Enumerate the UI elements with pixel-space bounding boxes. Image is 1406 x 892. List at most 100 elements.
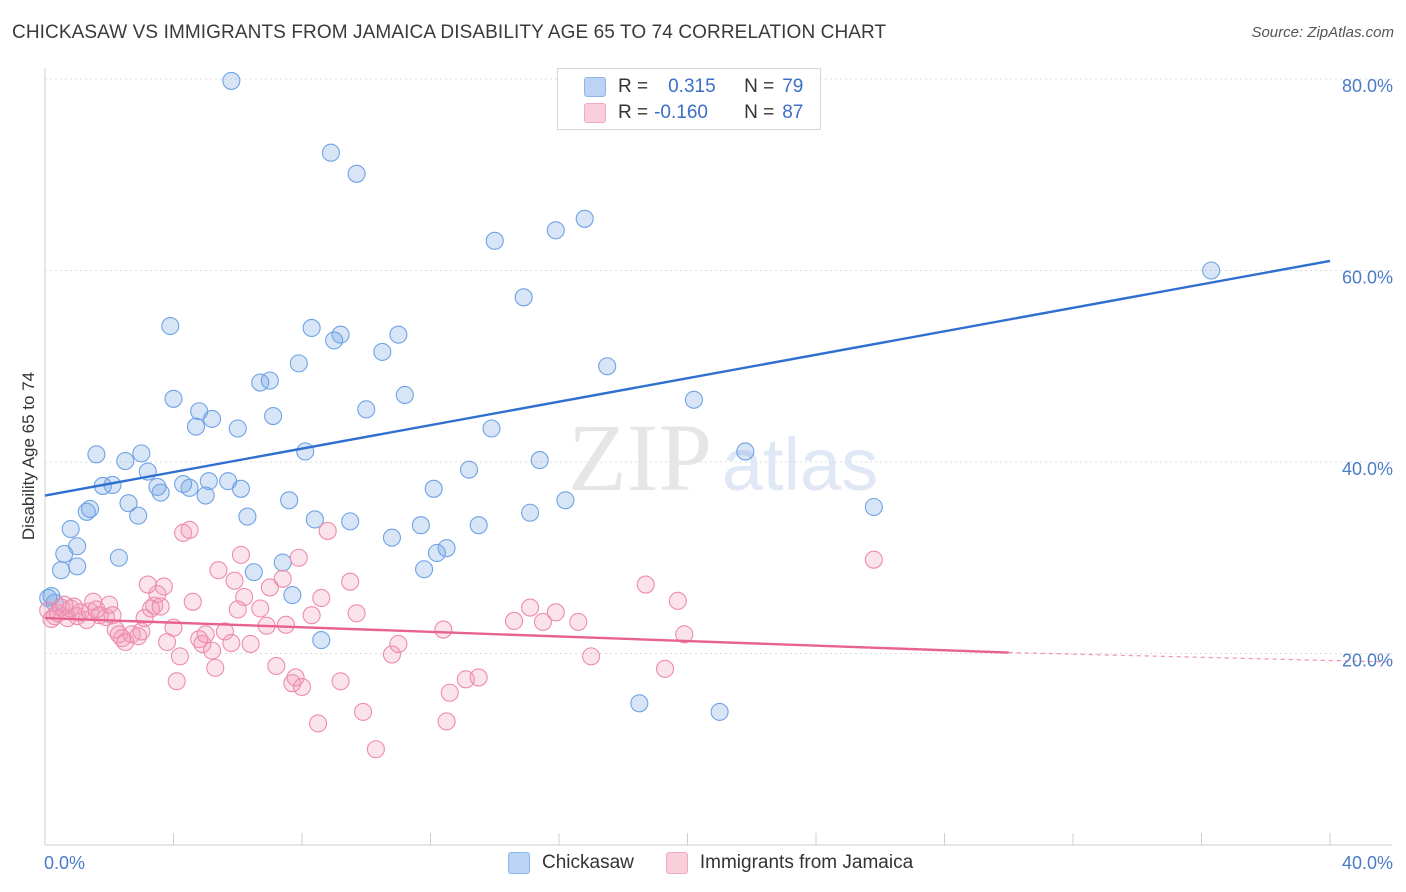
jamaica-point — [196, 625, 215, 644]
y-tick-label: 80.0% — [1342, 76, 1393, 96]
chickasaw-point — [180, 478, 199, 497]
legend-row-jamaica: R = -0.160 N = 87 — [584, 101, 803, 125]
legend-r-label: R = — [618, 102, 649, 123]
chickasaw-point — [68, 537, 87, 556]
chickasaw-point — [373, 342, 392, 361]
chickasaw-trend-line — [44, 259, 1331, 497]
jamaica-point — [183, 592, 202, 611]
jamaica-point — [241, 634, 260, 653]
y-tick-label: 60.0% — [1342, 268, 1393, 288]
legend-n-value: 79 — [782, 76, 804, 97]
jamaica-point — [389, 634, 408, 653]
chickasaw-point — [186, 417, 206, 436]
chickasaw-point — [411, 516, 430, 535]
jamaica-point — [331, 672, 350, 691]
jamaica-point — [302, 606, 321, 625]
chickasaw-point — [109, 548, 128, 567]
chickasaw-point — [341, 512, 360, 531]
chickasaw-point — [264, 406, 283, 426]
jamaica-point — [286, 668, 305, 687]
jamaica-point — [546, 603, 565, 622]
chickasaw-point — [598, 357, 617, 376]
legend-r-value: 0.315 — [668, 76, 716, 97]
jamaica-point — [569, 612, 588, 631]
chickasaw-point — [437, 539, 456, 558]
jamaica-point — [636, 575, 655, 594]
jamaica-point — [170, 647, 189, 666]
chickasaw-point — [161, 316, 180, 336]
jamaica-point — [366, 740, 385, 759]
jamaica-point — [655, 659, 675, 678]
series-legend-jamaica: Immigrants from Jamaica — [665, 852, 914, 874]
jamaica-point — [206, 658, 225, 677]
jamaica-point — [154, 577, 173, 596]
jamaica-point — [341, 572, 360, 591]
jamaica-point — [61, 599, 80, 618]
chickasaw-point — [331, 325, 350, 344]
legend-r-label: R = — [618, 76, 649, 97]
series-label: Immigrants from Jamaica — [699, 852, 914, 873]
jamaica-point — [292, 677, 312, 697]
chickasaw-point — [68, 557, 87, 576]
chart-title: CHICKASAW VS IMMIGRANTS FROM JAMAICA DIS… — [12, 22, 887, 43]
watermark-atlas: atlas — [722, 423, 878, 506]
jamaica-point — [100, 595, 119, 614]
chickasaw-point — [347, 164, 366, 183]
jamaica-point — [864, 550, 883, 569]
chickasaw-point — [357, 400, 376, 419]
y-tick-label: 20.0% — [1342, 651, 1393, 671]
x-tick-label: 40.0% — [1342, 853, 1393, 873]
chickasaw-point — [305, 510, 324, 529]
chickasaw-point — [424, 479, 443, 498]
jamaica-point — [347, 604, 366, 623]
chickasaw-point — [289, 354, 308, 373]
chickasaw-point — [684, 390, 703, 409]
data-points — [39, 71, 1221, 759]
jamaica-point — [437, 712, 456, 731]
jamaica-point — [318, 521, 337, 540]
jamaica-point — [203, 641, 222, 660]
chickasaw-point — [459, 460, 479, 479]
tick-labels: 20.0% 40.0% 60.0% 80.0% 0.0% 40.0% — [44, 76, 1393, 873]
jamaica-point — [235, 587, 254, 607]
chickasaw-point — [482, 419, 501, 438]
jamaica-point — [276, 615, 295, 634]
chickasaw-point — [61, 519, 80, 539]
chickasaw-point — [736, 442, 755, 461]
series-label: Chickasaw — [542, 852, 634, 873]
chickasaw-point — [1202, 261, 1221, 280]
jamaica-point — [521, 598, 540, 617]
chickasaw-point — [228, 419, 247, 438]
stats-legend: R = 0.315 N = 79 R = -0.160 N = 87 — [557, 68, 821, 130]
legend-swatch-pink — [584, 103, 606, 123]
chickasaw-point — [273, 553, 292, 572]
chickasaw-point — [302, 318, 321, 338]
jamaica-point — [260, 578, 279, 597]
chickasaw-point — [238, 507, 257, 526]
chickasaw-point — [244, 563, 263, 582]
jamaica-point — [215, 622, 234, 641]
chickasaw-point — [164, 389, 183, 408]
jamaica-point — [504, 611, 524, 630]
chickasaw-point — [382, 528, 402, 547]
chickasaw-point — [530, 451, 549, 470]
chickasaw-point — [546, 221, 565, 240]
jamaica-point — [145, 596, 164, 615]
series-swatch-pink — [665, 852, 688, 874]
jamaica-point — [582, 647, 601, 666]
chickasaw-point — [203, 409, 222, 428]
jamaica-point — [533, 612, 552, 631]
chickasaw-point — [415, 560, 434, 579]
legend-n-label: N = — [744, 76, 775, 97]
chickasaw-point — [87, 445, 106, 464]
jamaica-point — [353, 702, 373, 721]
jamaica-point — [222, 633, 241, 653]
jamaica-point — [129, 627, 148, 646]
legend-n-label: N = — [744, 102, 775, 123]
chickasaw-point — [80, 499, 100, 518]
jamaica-point — [251, 599, 270, 618]
chickasaw-point — [129, 506, 148, 525]
chickasaw-point — [148, 477, 167, 496]
chickasaw-point — [630, 694, 649, 713]
chickasaw-point — [196, 486, 215, 505]
